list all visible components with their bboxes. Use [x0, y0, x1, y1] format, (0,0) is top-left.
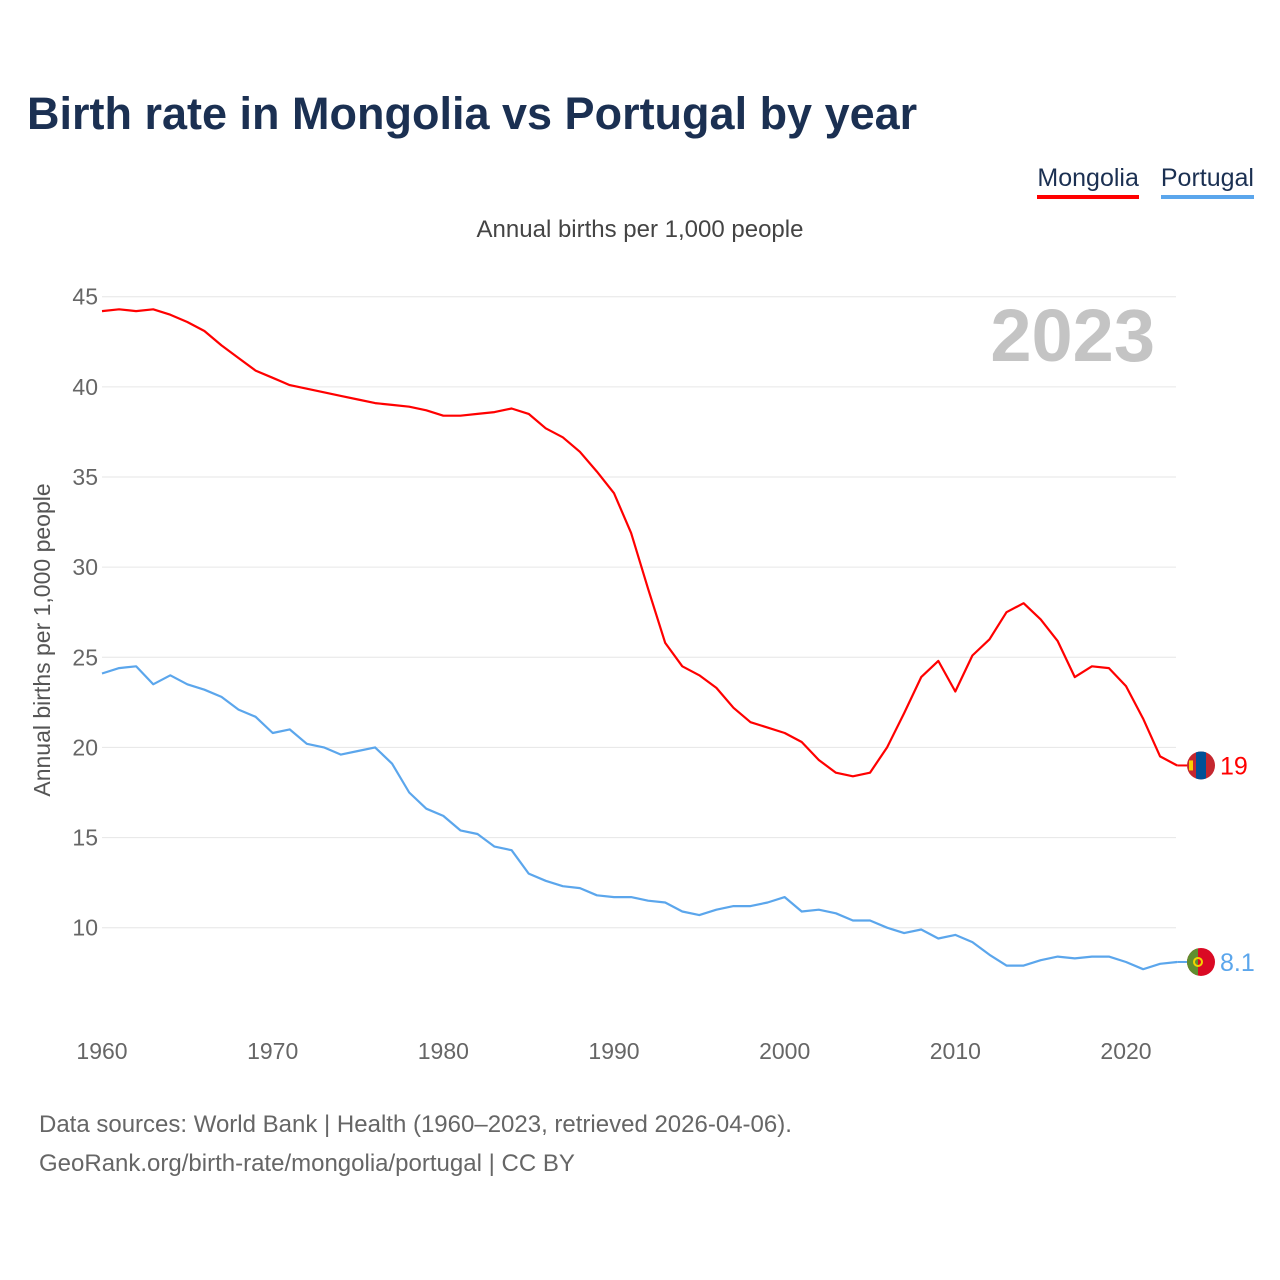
- series-line-mongolia: [101, 308, 1178, 778]
- end-value-label-portugal: 8.1: [1220, 949, 1255, 977]
- y-axis-label: Annual births per 1,000 people: [29, 483, 55, 796]
- y-tick-label: 35: [72, 464, 98, 490]
- legend-item-mongolia[interactable]: Mongolia: [1037, 164, 1139, 199]
- legend: Mongolia Portugal: [1037, 164, 1254, 199]
- x-tick-label: 1960: [76, 1038, 127, 1064]
- x-tick-label: 2020: [1100, 1038, 1151, 1064]
- mongolia-flag-icon: [1187, 751, 1215, 780]
- x-tick-label: 2000: [759, 1038, 810, 1064]
- legend-item-portugal[interactable]: Portugal: [1160, 164, 1254, 199]
- x-tick-label: 1970: [247, 1038, 298, 1064]
- y-tick-label: 40: [72, 374, 98, 400]
- x-tick-label: 2010: [930, 1038, 981, 1064]
- chart-title: Birth rate in Mongolia vs Portugal by ye…: [27, 88, 918, 139]
- x-tick-label: 1990: [588, 1038, 639, 1064]
- x-tick-label: 1980: [418, 1038, 469, 1064]
- y-tick-label: 45: [72, 284, 98, 310]
- footer-sources: Data sources: World Bank | Health (1960–…: [39, 1111, 792, 1138]
- footer: Data sources: World Bank | Health (1960–…: [39, 1105, 792, 1183]
- series-line-portugal: [101, 665, 1178, 971]
- y-tick-label: 15: [72, 825, 98, 851]
- chart-subtitle: Annual births per 1,000 people: [476, 216, 804, 243]
- y-tick-label: 10: [72, 915, 98, 941]
- portugal-flag-icon: [1187, 947, 1215, 976]
- y-tick-label: 20: [72, 734, 98, 760]
- footer-url[interactable]: GeoRank.org/birth-rate/mongolia/portugal…: [39, 1150, 575, 1177]
- end-value-label-mongolia: 19: [1220, 752, 1248, 780]
- year-watermark: 2023: [990, 294, 1155, 377]
- y-tick-label: 30: [72, 554, 98, 580]
- y-tick-label: 25: [72, 644, 98, 670]
